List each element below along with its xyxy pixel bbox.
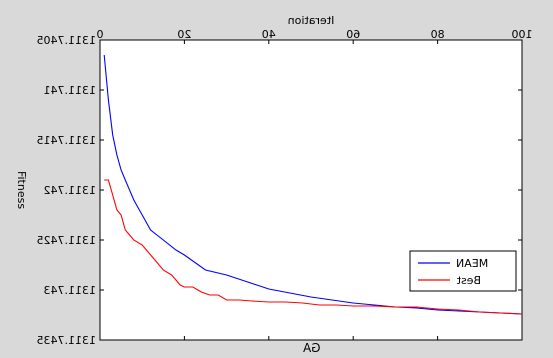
y-tick-label: 1311.742 (44, 184, 97, 197)
legend-box (409, 250, 517, 292)
y-tick-label: 1311.7405 (37, 34, 97, 47)
x-tick-label: 20 (177, 28, 191, 41)
y-axis-title: Fitness (15, 171, 28, 209)
y-tick-label: 1311.743 (44, 284, 97, 297)
y-tick-label: 1311.7435 (37, 334, 97, 347)
y-tick-label: 1311.741 (44, 84, 97, 97)
x-tick-label: 60 (346, 28, 360, 41)
chart-title: GA (302, 341, 320, 355)
x-tick-label: 80 (431, 28, 445, 41)
legend-label-best: Best (456, 274, 481, 287)
series-line-best (104, 179, 523, 315)
y-tick-label: 1311.7415 (37, 134, 97, 147)
x-axis-title: Iteration (288, 14, 335, 27)
x-tick-label: 0 (97, 28, 104, 41)
x-tick-label: 100 (512, 28, 533, 41)
legend-label-mean: MEAN (456, 257, 488, 270)
y-ticks: 1311.7405 1311.741 1311.7415 1311.742 1311.7… (37, 34, 522, 347)
series-layer (103, 54, 523, 315)
plot-area (99, 39, 523, 341)
series-line-mean (103, 54, 523, 315)
x-tick-label: 40 (262, 28, 276, 41)
y-tick-label: 1311.7425 (37, 234, 97, 247)
x-ticks: 0 20 40 60 80 100 (97, 28, 533, 340)
legend: MEAN Best (409, 250, 517, 292)
